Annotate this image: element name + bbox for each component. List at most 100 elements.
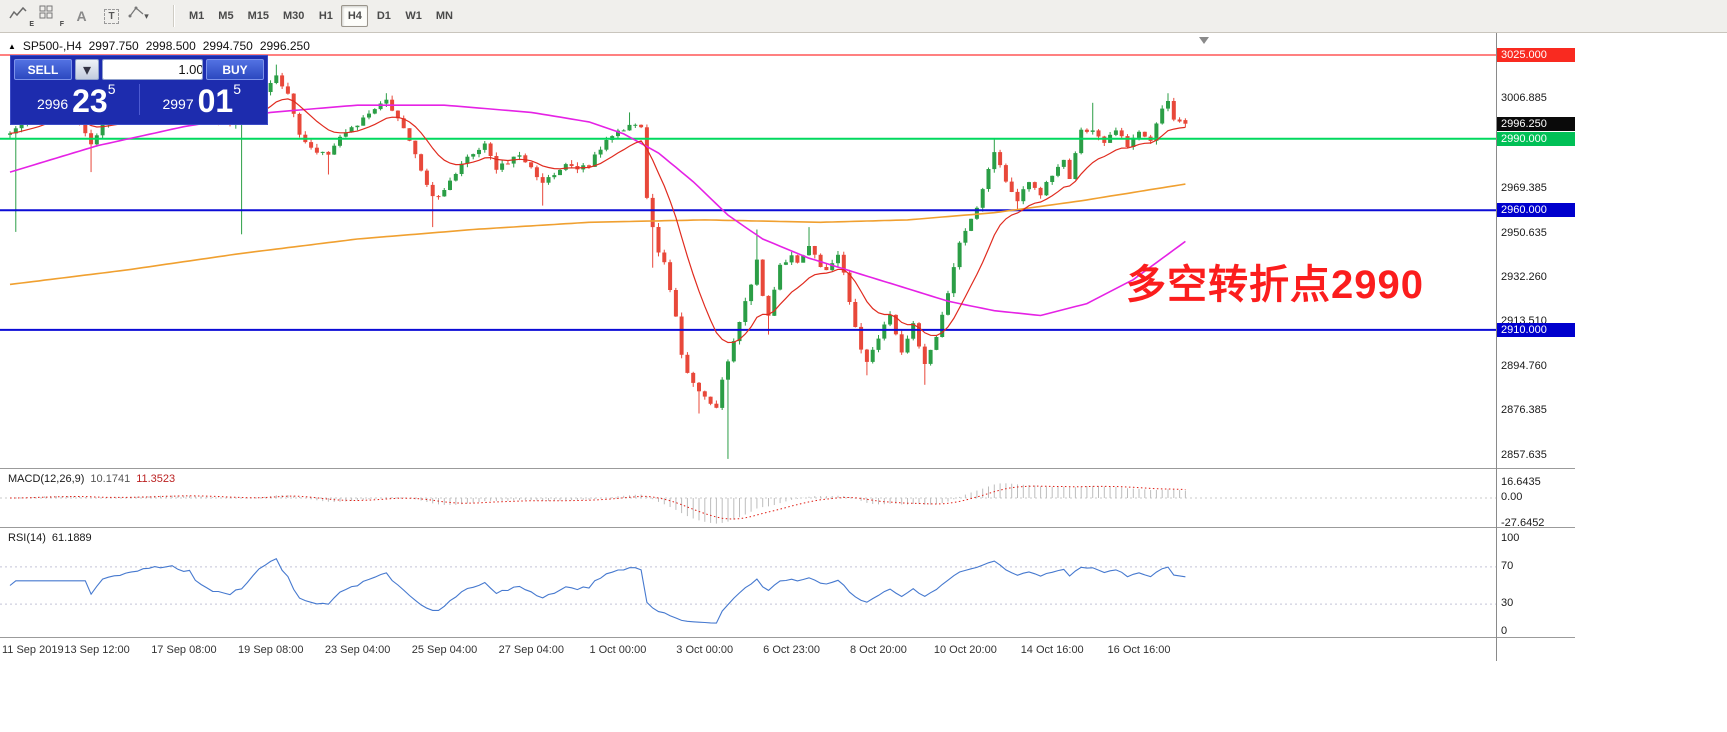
- chart-annotation-text: 多空转折点2990: [1126, 263, 1424, 307]
- time-axis-label: 25 Sep 04:00: [411, 644, 478, 656]
- macd-name: MACD(12,26,9): [8, 473, 85, 485]
- rsi-panel[interactable]: RSI(14) 61.1889: [0, 527, 1575, 637]
- buy-button[interactable]: BUY: [206, 59, 264, 80]
- polyline-tool-icon: [128, 6, 144, 18]
- one-click-trading-panel: SELL ▾ ▴ ▾ BUY 2996 23 5: [10, 55, 268, 125]
- ohlc-header: ▲ SP500-,H4 2997.750 2998.500 2994.750 2…: [8, 39, 310, 53]
- symbol-period-label: SP500-,H4: [22, 39, 82, 53]
- price-axis[interactable]: 3025.000 3006.885 2996.250 2990.000 2969.385…: [1496, 33, 1575, 661]
- volume-input[interactable]: [103, 60, 202, 79]
- tool-sublabel: F: [59, 21, 64, 28]
- buy-price-big: 01: [197, 83, 234, 119]
- timeframe-mn[interactable]: MN: [435, 10, 453, 22]
- high-value: 2998.500: [145, 39, 196, 53]
- time-axis-label: 6 Oct 23:00: [763, 644, 821, 656]
- price-axis-label: 2932.260: [1501, 271, 1547, 283]
- objects-tool-button[interactable]: ▾: [128, 4, 164, 28]
- grid-icon: [39, 5, 53, 19]
- macd-signal-value: 11.3523: [136, 473, 176, 485]
- macd-label: MACD(12,26,9) 10.1741 11.3523: [8, 473, 175, 485]
- time-axis-label: 19 Sep 08:00: [238, 644, 304, 656]
- rsi-axis-label: 0: [1501, 625, 1508, 637]
- volume-input-wrap: ▴ ▾: [102, 59, 203, 80]
- timeframe-m30[interactable]: M30: [282, 10, 305, 22]
- time-axis-label: 8 Oct 20:00: [850, 644, 907, 656]
- sell-price-big: 23: [72, 83, 108, 119]
- caret-down-icon: ▾: [82, 61, 92, 79]
- timeframe-m15[interactable]: M15: [247, 10, 269, 22]
- macd-axis-label: 16.6435: [1501, 476, 1541, 488]
- time-axis[interactable]: 11 Sep 2019 13 Sep 12:00 17 Sep 08:00 19 Se…: [0, 637, 1575, 661]
- one-click-toggle-arrow[interactable]: ▲: [8, 41, 16, 51]
- time-axis-label: 10 Oct 20:00: [933, 644, 997, 656]
- close-value: 2996.250: [259, 39, 310, 53]
- timeframe-d1[interactable]: D1: [376, 10, 391, 22]
- time-axis-label: 16 Oct 16:00: [1107, 644, 1171, 656]
- macd-axis-label: 0.00: [1501, 491, 1523, 503]
- macd-axis-label: -27.6452: [1501, 517, 1545, 529]
- boxed-t-icon: T: [104, 8, 119, 24]
- grid-tool-button[interactable]: F: [38, 4, 65, 28]
- open-value: 2997.750: [88, 39, 139, 53]
- price-axis-label: 2950.635: [1501, 227, 1547, 239]
- rsi-axis-label: 30: [1501, 597, 1514, 609]
- time-axis-label: 17 Sep 08:00: [151, 644, 217, 656]
- time-axis-label: 13 Sep 12:00: [64, 644, 130, 656]
- volume-preset-dropdown[interactable]: ▾: [75, 59, 99, 80]
- time-axis-label: 14 Oct 16:00: [1020, 644, 1084, 656]
- rsi-axis-label: 70: [1501, 560, 1514, 572]
- timeframe-h4[interactable]: H4: [341, 5, 369, 27]
- rsi-name: RSI(14): [8, 532, 46, 544]
- macd-chart-canvas[interactable]: [0, 469, 1496, 527]
- buy-price-small: 2997: [162, 96, 194, 112]
- sell-price[interactable]: 2996 23 5: [14, 80, 139, 119]
- buy-price[interactable]: 2997 01 5: [140, 80, 265, 119]
- timeframe-h1[interactable]: H1: [318, 10, 333, 22]
- chart-shift-marker: [1199, 37, 1209, 44]
- price-level-label: 2996.250: [1497, 117, 1575, 131]
- sell-price-small: 2996: [36, 96, 69, 112]
- time-axis-label: 1 Oct 00:00: [589, 644, 647, 656]
- one-click-top-row: SELL ▾ ▴ ▾ BUY: [11, 56, 267, 80]
- timeframe-w1[interactable]: W1: [405, 10, 422, 22]
- price-level-label: 2910.000: [1497, 323, 1575, 337]
- time-axis-label: 27 Sep 04:00: [498, 644, 565, 656]
- time-axis-label: 23 Sep 04:00: [324, 644, 391, 656]
- rsi-value: 61.1889: [51, 532, 92, 544]
- dropdown-caret-icon: ▾: [144, 10, 149, 21]
- price-level-label: 3025.000: [1497, 48, 1575, 62]
- sell-button[interactable]: SELL: [14, 59, 72, 80]
- price-divider: [138, 84, 140, 115]
- rsi-label: RSI(14) 61.1889: [8, 532, 92, 544]
- rsi-axis-label: 100: [1501, 532, 1520, 544]
- one-click-prices: 2996 23 5 2997 01 5: [11, 80, 267, 122]
- price-level-label: 2990.000: [1497, 132, 1575, 146]
- line-chart-icon: [9, 6, 27, 19]
- price-axis-label: 2969.385: [1501, 182, 1547, 194]
- macd-main-value: 10.1741: [90, 473, 131, 485]
- buy-price-sup: 5: [233, 81, 242, 97]
- price-axis-label: 3006.885: [1501, 92, 1547, 104]
- top-toolbar: E F A T ▾ M1 M5 M15 M30 H1 H4 D1 W1 MN: [0, 0, 1727, 33]
- timeframe-group: M1 M5 M15 M30 H1 H4 D1 W1 MN: [183, 5, 459, 27]
- low-value: 2994.750: [202, 39, 253, 53]
- rsi-chart-canvas[interactable]: [0, 528, 1496, 637]
- tool-sublabel: E: [29, 21, 34, 28]
- time-axis-label: 3 Oct 00:00: [676, 644, 734, 656]
- macd-panel[interactable]: MACD(12,26,9) 10.1741 11.3523: [0, 468, 1575, 527]
- price-axis-label: 2857.635: [1501, 449, 1547, 461]
- line-chart-tool-button[interactable]: E: [8, 4, 35, 28]
- main-chart-panel[interactable]: ▲ SP500-,H4 2997.750 2998.500 2994.750 2…: [0, 33, 1496, 468]
- sell-price-sup: 5: [107, 81, 116, 97]
- price-axis-label: 2894.760: [1501, 360, 1547, 372]
- toolbar-separator: [173, 5, 174, 27]
- text-tool-button[interactable]: A: [68, 4, 95, 28]
- text-label-tool-button[interactable]: T: [98, 4, 125, 28]
- timeframe-m5[interactable]: M5: [218, 10, 234, 22]
- price-axis-label: 2876.385: [1501, 404, 1547, 416]
- time-axis-label: 11 Sep 2019: [2, 644, 64, 656]
- price-level-label: 2960.000: [1497, 203, 1575, 217]
- timeframe-m1[interactable]: M1: [189, 10, 205, 22]
- letter-a-icon: A: [76, 8, 87, 24]
